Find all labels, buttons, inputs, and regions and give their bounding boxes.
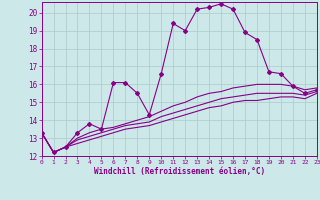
- X-axis label: Windchill (Refroidissement éolien,°C): Windchill (Refroidissement éolien,°C): [94, 167, 265, 176]
